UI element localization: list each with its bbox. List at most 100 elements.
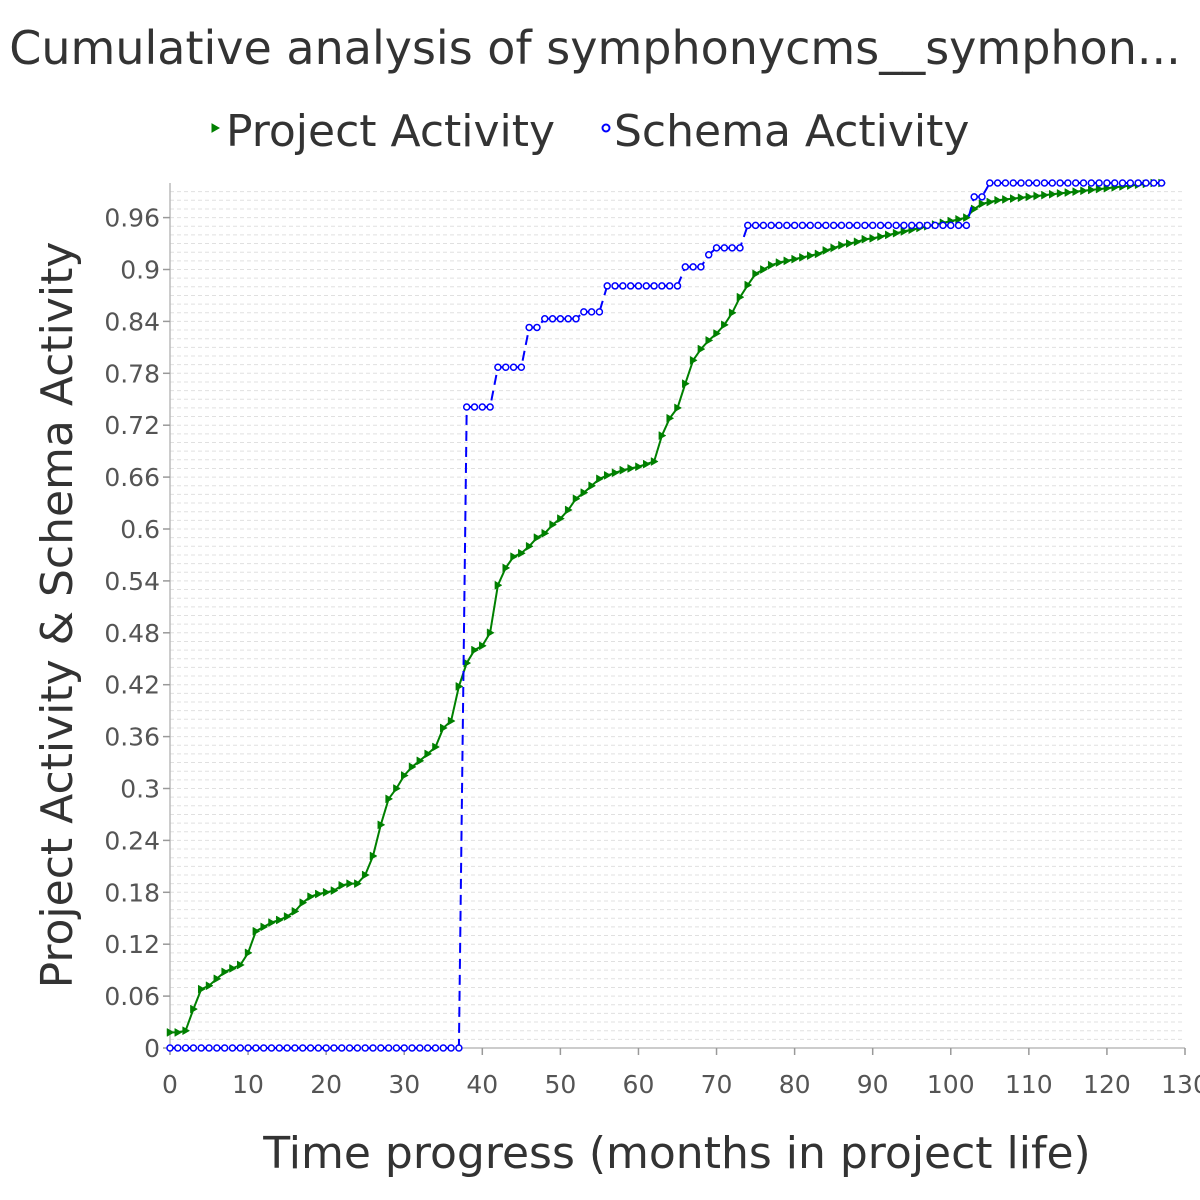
data-point-schema-activity — [533, 323, 541, 332]
data-point-project-activity — [486, 628, 495, 638]
data-point-project-activity — [963, 213, 971, 223]
data-point-project-activity — [346, 879, 355, 889]
data-point-project-activity — [619, 465, 628, 475]
data-point-schema-activity — [236, 1044, 245, 1052]
data-point-project-activity — [744, 280, 753, 290]
data-point-schema-activity — [1103, 179, 1111, 187]
data-point-project-activity — [721, 320, 729, 330]
data-point-project-activity — [1049, 189, 1057, 199]
data-point-project-activity — [229, 963, 237, 973]
data-point-project-activity — [541, 528, 550, 538]
legend-label-schema-activity: Schema Activity — [614, 106, 969, 157]
y-tick-label: 0.6 — [120, 515, 160, 544]
data-point-project-activity — [315, 889, 323, 899]
plot-area: 0 10 20 30 40 50 60 70 80 90 100 110 120 130 0 0.06 0.1… — [104, 178, 1200, 1099]
data-point-schema-activity — [166, 1044, 174, 1052]
data-point-schema-activity — [478, 403, 487, 411]
data-point-schema-activity — [728, 244, 736, 252]
data-point-project-activity — [885, 230, 893, 240]
data-point-schema-activity — [837, 221, 846, 230]
data-point-project-activity — [377, 820, 386, 830]
data-point-project-activity — [361, 870, 370, 880]
data-point-schema-activity — [580, 308, 588, 316]
data-point-schema-activity — [267, 1044, 276, 1052]
data-point-schema-activity — [689, 263, 697, 271]
y-tick-label: 0.42 — [104, 671, 160, 700]
data-point-schema-activity — [759, 221, 768, 230]
data-point-schema-activity — [720, 244, 729, 252]
data-point-project-activity — [658, 431, 667, 441]
data-point-schema-activity — [1142, 179, 1150, 187]
data-point-schema-activity — [619, 282, 627, 290]
data-point-project-activity — [603, 470, 612, 480]
data-point-project-activity — [760, 265, 768, 274]
data-point-project-activity — [682, 379, 690, 389]
data-point-schema-activity — [775, 221, 783, 230]
data-point-project-activity — [252, 926, 261, 936]
data-point-project-activity — [806, 251, 815, 261]
data-point-schema-activity — [244, 1044, 252, 1052]
data-point-project-activity — [174, 1027, 183, 1037]
data-point-schema-activity — [306, 1044, 315, 1052]
data-point-schema-activity — [744, 221, 752, 230]
data-point-schema-activity — [174, 1044, 182, 1052]
data-point-schema-activity — [486, 403, 494, 411]
data-point-schema-activity — [970, 193, 978, 201]
data-point-project-activity — [892, 228, 901, 238]
data-point-project-activity — [260, 922, 269, 932]
data-point-project-activity — [213, 974, 222, 984]
data-point-schema-activity — [572, 315, 580, 323]
data-point-schema-activity — [548, 315, 557, 323]
y-tick-label: 0.96 — [104, 204, 160, 233]
data-point-schema-activity — [1110, 179, 1119, 187]
data-point-project-activity — [557, 514, 565, 524]
data-point-project-activity — [307, 892, 316, 902]
y-tick-label: 0 — [144, 1034, 160, 1063]
data-point-project-activity — [869, 233, 878, 243]
data-point-schema-activity — [1009, 179, 1017, 187]
data-point-schema-activity — [1071, 179, 1080, 187]
legend-item-schema-activity: Schema Activity — [601, 106, 969, 157]
data-point-schema-activity — [525, 323, 533, 332]
y-tick-label: 0.54 — [104, 567, 160, 596]
data-point-project-activity — [237, 960, 245, 970]
data-point-project-activity — [728, 308, 737, 318]
x-tick-label: 110 — [1005, 1070, 1053, 1099]
y-tick-label: 0.72 — [104, 411, 160, 440]
x-tick-label: 0 — [162, 1070, 178, 1099]
data-point-project-activity — [674, 403, 683, 413]
data-point-schema-activity — [634, 282, 643, 290]
data-point-schema-activity — [611, 282, 619, 290]
data-point-schema-activity — [845, 221, 854, 230]
data-point-schema-activity — [868, 221, 877, 230]
x-tick-label: 120 — [1083, 1070, 1131, 1099]
data-point-schema-activity — [1134, 179, 1142, 187]
data-point-schema-activity — [861, 221, 869, 230]
data-point-schema-activity — [556, 315, 565, 323]
x-axis-ticks: 0 10 20 30 40 50 60 70 80 90 100 110 120 130 — [162, 1048, 1200, 1099]
data-point-project-activity — [1033, 191, 1042, 201]
data-point-project-activity — [471, 645, 480, 655]
data-point-schema-activity — [923, 221, 932, 230]
data-point-schema-activity — [291, 1044, 299, 1052]
y-tick-label: 0.18 — [104, 878, 160, 907]
data-point-schema-activity — [259, 1044, 268, 1052]
data-point-schema-activity — [517, 363, 526, 371]
data-point-schema-activity — [900, 221, 908, 230]
data-point-schema-activity — [915, 221, 924, 230]
data-point-schema-activity — [954, 221, 963, 230]
data-point-project-activity — [822, 246, 831, 255]
data-point-schema-activity — [939, 221, 947, 230]
data-point-schema-activity — [665, 282, 674, 290]
data-point-schema-activity — [1150, 179, 1158, 187]
data-point-project-activity — [955, 214, 964, 224]
data-point-project-activity — [330, 886, 339, 896]
y-axis-ticks: 0 0.06 0.12 0.18 0.24 0.3 0.36 0.42 0.48 0.54 0.6 0… — [104, 204, 170, 1063]
data-point-project-activity — [643, 459, 651, 469]
data-point-schema-activity — [806, 221, 814, 230]
data-point-project-activity — [424, 749, 433, 759]
data-point-schema-activity — [392, 1044, 401, 1052]
y-tick-label: 0.36 — [104, 723, 160, 752]
data-point-schema-activity — [439, 1044, 448, 1052]
